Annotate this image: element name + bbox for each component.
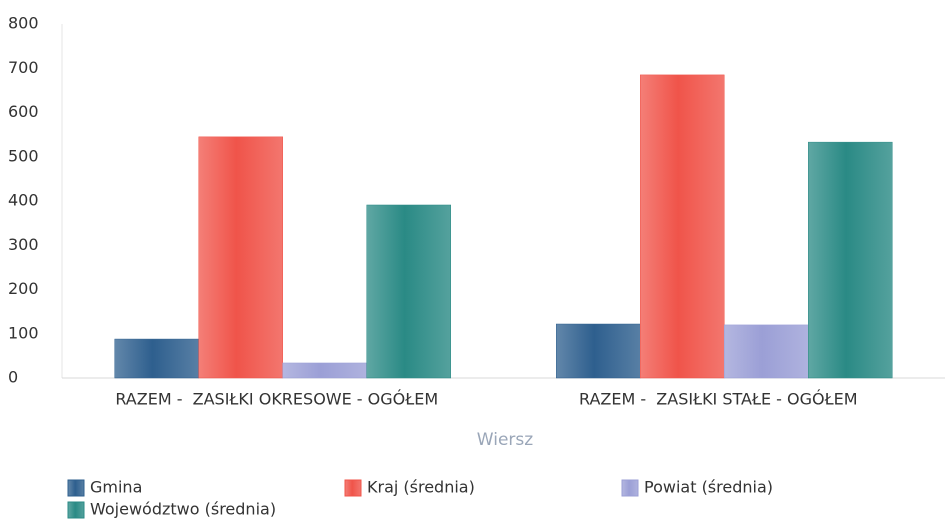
y-tick-label: 500 xyxy=(8,146,39,165)
y-tick-label: 100 xyxy=(8,323,39,342)
bar xyxy=(114,338,199,379)
y-tick-label: 200 xyxy=(8,279,39,298)
bar xyxy=(640,74,725,379)
bar xyxy=(198,136,283,379)
y-tick-label: 300 xyxy=(8,235,39,254)
y-tick-label: 600 xyxy=(8,102,39,121)
bar xyxy=(282,362,367,379)
legend-label: Gmina xyxy=(90,478,142,497)
y-tick-label: 700 xyxy=(8,58,39,77)
bar xyxy=(556,323,641,379)
legend-swatch xyxy=(67,479,85,497)
legend-label: Kraj (średnia) xyxy=(367,478,475,497)
x-tick-label: RAZEM - ZASIŁKI STAŁE - OGÓŁEM xyxy=(579,390,858,409)
legend-label: Województwo (średnia) xyxy=(90,500,276,519)
y-tick-label: 400 xyxy=(8,191,39,210)
x-tick-label: RAZEM - ZASIŁKI OKRESOWE - OGÓŁEM xyxy=(115,390,438,409)
y-tick-label: 0 xyxy=(8,368,18,387)
legend-swatch xyxy=(344,479,362,497)
legend-swatch xyxy=(621,479,639,497)
bar xyxy=(366,204,451,379)
y-tick-label: 800 xyxy=(8,14,39,33)
legend-swatch xyxy=(67,501,85,519)
legend-label: Powiat (średnia) xyxy=(644,478,773,497)
x-axis-title: Wiersz xyxy=(477,430,533,450)
bar xyxy=(808,141,893,379)
bar xyxy=(724,324,809,379)
